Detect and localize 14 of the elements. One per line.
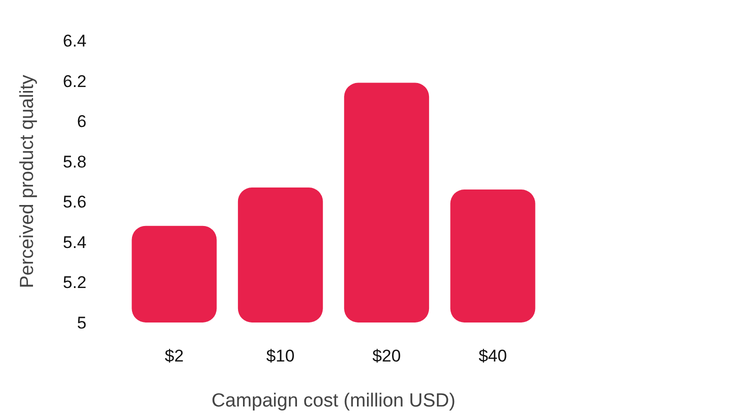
y-tick-label: 6 xyxy=(77,112,87,132)
y-tick-label: 6.4 xyxy=(62,32,87,50)
x-tick-label: $10 xyxy=(266,346,295,366)
y-tick-label: 5.8 xyxy=(62,152,87,172)
y-tick-label: 6.2 xyxy=(62,72,87,91)
x-tick-label: $20 xyxy=(372,346,401,366)
y-tick-label: 5.4 xyxy=(62,232,87,252)
y-tick-label: 5.2 xyxy=(62,273,87,292)
y-tick-label: 5 xyxy=(77,314,87,332)
y-axis-title: Perceived product quality xyxy=(16,74,38,288)
x-tick-label: $40 xyxy=(478,346,507,366)
x-tick-label: $2 xyxy=(164,346,184,366)
y-tick-label: 5.6 xyxy=(62,192,87,212)
x-axis-title: Campaign cost (million USD) xyxy=(212,390,456,412)
